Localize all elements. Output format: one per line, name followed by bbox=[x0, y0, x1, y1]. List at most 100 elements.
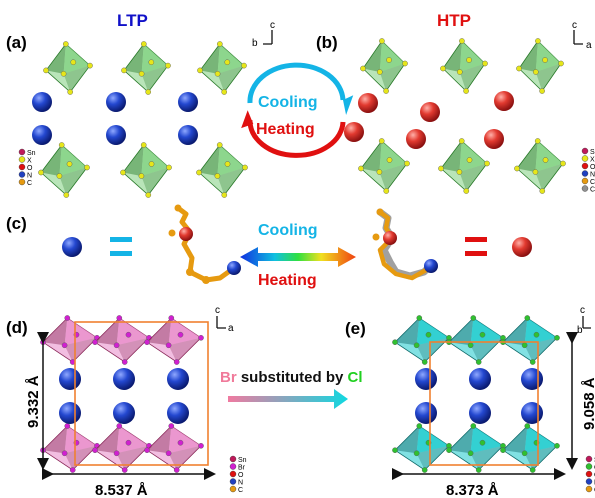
panel-d-label: (d) bbox=[6, 318, 28, 337]
axis-a-c: c bbox=[270, 20, 275, 31]
cation-e-4 bbox=[469, 402, 491, 424]
panel-c-heating-label: Heating bbox=[258, 272, 317, 289]
legend-label-b-1: X bbox=[590, 157, 595, 164]
cation-b-5 bbox=[484, 129, 504, 149]
octahedron-e-top-2 bbox=[500, 315, 560, 365]
octahedron-a-top-0 bbox=[43, 41, 93, 95]
axis-a-b: b bbox=[252, 38, 258, 49]
legend-item-b-0: Sn bbox=[581, 147, 595, 156]
cation-a-0 bbox=[32, 92, 52, 112]
octahedron-d-top-0 bbox=[40, 315, 100, 365]
legend-item-a-4: C bbox=[18, 178, 32, 187]
legend-label-a-2: O bbox=[27, 165, 33, 172]
legend-label-a-1: X bbox=[27, 158, 32, 165]
cation-b-3 bbox=[406, 129, 426, 149]
panel-d-structure bbox=[40, 315, 209, 473]
legend-label-a-0: Sn bbox=[27, 150, 36, 157]
unit-cell-d bbox=[74, 321, 209, 466]
panel-c-label: (c) bbox=[6, 214, 27, 233]
axis-e-b: b bbox=[577, 325, 583, 336]
dim-vertical-d-label: 9.332 Å bbox=[25, 375, 42, 428]
cation-a-5 bbox=[178, 125, 198, 145]
heating-arrowhead bbox=[241, 110, 254, 129]
cation-b-1 bbox=[420, 102, 440, 122]
legend-label-b-3: N bbox=[590, 172, 595, 179]
octahedron-e-bottom-2 bbox=[500, 423, 560, 473]
legend-item-a-3: N bbox=[18, 171, 32, 180]
legend-item-d-0: Sn bbox=[229, 455, 247, 464]
legend-item-e-3: N bbox=[585, 478, 595, 487]
cation-d-2 bbox=[167, 368, 189, 390]
substitution-middle: substituted by bbox=[237, 369, 348, 386]
legend-item-b-4: C bbox=[581, 177, 595, 186]
equals-bar-top-ltp bbox=[110, 237, 132, 242]
legend-label-d-3: N bbox=[238, 480, 243, 487]
octahedron-d-bottom-1 bbox=[92, 423, 152, 473]
substitution-from: Br bbox=[220, 369, 237, 386]
cation-sphere-htp bbox=[512, 237, 532, 257]
panel-b-structure bbox=[344, 38, 566, 194]
panel-e-structure bbox=[392, 315, 560, 473]
cation-e-3 bbox=[415, 402, 437, 424]
legend-item-e-4: C bbox=[585, 485, 595, 494]
cation-a-1 bbox=[32, 125, 52, 145]
octahedron-a-bottom-1 bbox=[120, 142, 172, 198]
octahedron-b-bottom-0 bbox=[358, 138, 410, 194]
legend-item-d-2: O bbox=[229, 470, 244, 479]
equals-bar-top-htp bbox=[465, 237, 487, 242]
cycle-cooling-label: Cooling bbox=[258, 94, 318, 111]
panel-d-dimensions bbox=[37, 332, 216, 480]
legend-label-d-2: O bbox=[238, 472, 244, 479]
octahedron-b-bottom-1 bbox=[438, 138, 490, 194]
equals-bar-bottom-ltp bbox=[110, 251, 132, 256]
legend-label-a-3: N bbox=[27, 173, 32, 180]
cation-a-4 bbox=[178, 92, 198, 112]
legend-item-e-0: Sn bbox=[585, 455, 595, 464]
cooling-heating-double-arrow bbox=[240, 247, 356, 267]
heating-arc bbox=[247, 119, 346, 158]
legend-e: SnClONC bbox=[585, 455, 595, 494]
octahedron-a-bottom-0 bbox=[38, 142, 90, 198]
cation-d-0 bbox=[59, 368, 81, 390]
axis-indicator-b bbox=[573, 30, 583, 45]
octahedron-e-top-1 bbox=[446, 315, 506, 365]
octahedron-b-top-2 bbox=[516, 38, 564, 94]
cation-e-0 bbox=[415, 368, 437, 390]
cycle-arrows bbox=[241, 62, 354, 158]
panel-c-content bbox=[62, 204, 532, 284]
panel-e-label: (e) bbox=[345, 319, 366, 338]
cation-d-3 bbox=[59, 402, 81, 424]
octahedron-d-top-2 bbox=[144, 315, 204, 365]
axis-b-c: c bbox=[572, 20, 577, 31]
cation-b-4 bbox=[494, 91, 514, 111]
cation-molecule-htp bbox=[372, 208, 438, 281]
octahedron-b-bottom-2 bbox=[514, 138, 566, 194]
axis-indicator-a bbox=[263, 30, 273, 45]
panel-a-label: (a) bbox=[6, 33, 27, 52]
panel-c-cooling-label: Cooling bbox=[258, 222, 318, 239]
legend-item-e-2: O bbox=[585, 470, 595, 479]
octahedron-b-top-1 bbox=[440, 38, 488, 94]
cooling-arrowhead bbox=[343, 95, 354, 115]
cation-b-0 bbox=[358, 93, 378, 113]
octahedron-e-top-0 bbox=[392, 315, 452, 365]
axis-e-c: c bbox=[580, 305, 585, 316]
legend-item-e-1: Cl bbox=[585, 463, 595, 472]
dim-horizontal-d-label: 8.537 Å bbox=[95, 482, 148, 498]
substitution-to: Cl bbox=[348, 369, 363, 386]
octahedron-a-top-2 bbox=[197, 41, 247, 95]
equals-bar-bottom-htp bbox=[465, 251, 487, 256]
legend-item-b-5: C bbox=[581, 185, 595, 194]
legend-label-b-0: Sn bbox=[590, 149, 595, 156]
cation-molecule-ltp bbox=[168, 204, 241, 284]
legend-label-d-4: C bbox=[238, 487, 243, 494]
panel-a-title: LTP bbox=[117, 11, 148, 30]
cation-a-3 bbox=[106, 125, 126, 145]
legend-item-b-1: X bbox=[581, 155, 595, 164]
legend-item-d-3: N bbox=[229, 478, 243, 487]
octahedron-a-bottom-2 bbox=[196, 142, 248, 198]
cation-d-1 bbox=[113, 368, 135, 390]
